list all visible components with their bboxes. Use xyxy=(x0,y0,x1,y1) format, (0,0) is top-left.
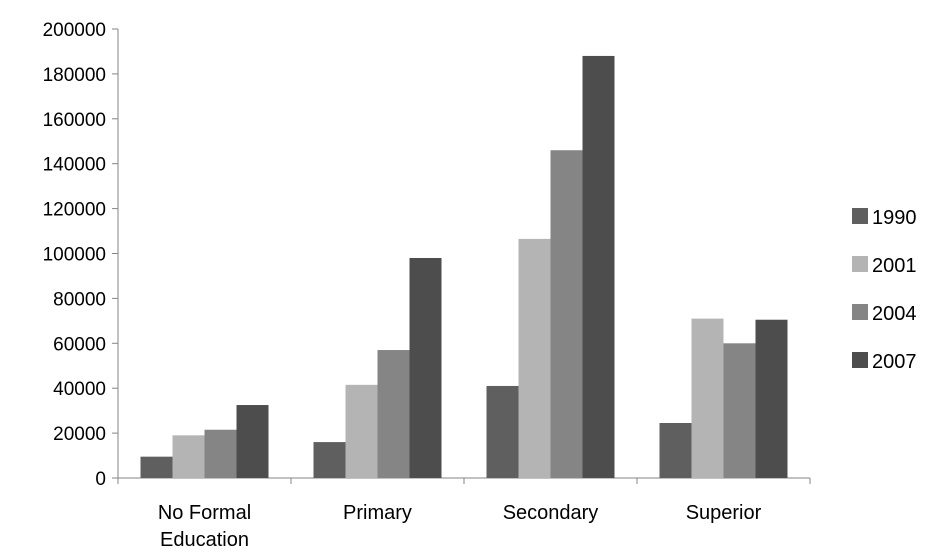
x-category-label: Superior xyxy=(686,502,762,524)
bar-2001-1 xyxy=(345,384,378,478)
bar-2001-0 xyxy=(172,435,205,478)
y-tick-label: 80000 xyxy=(53,289,106,310)
bar-2007-1 xyxy=(409,257,442,478)
legend-swatch-2004 xyxy=(852,304,868,320)
y-tick-label: 180000 xyxy=(43,65,106,86)
y-tick-label: 40000 xyxy=(53,379,106,400)
legend-label-2007: 2007 xyxy=(872,351,917,373)
bars xyxy=(140,55,788,479)
bar-2004-3 xyxy=(723,343,756,478)
legend-label-1990: 1990 xyxy=(872,207,917,229)
y-tick-label: 60000 xyxy=(53,334,106,355)
bar-2004-0 xyxy=(204,429,237,478)
bar-2004-2 xyxy=(550,150,583,479)
y-tick-label: 100000 xyxy=(43,245,106,266)
bar-2001-3 xyxy=(691,318,724,478)
y-tick-label: 140000 xyxy=(43,155,106,176)
y-tick-label: 200000 xyxy=(43,20,106,41)
bar-2001-2 xyxy=(518,238,551,478)
legend-label-2001: 2001 xyxy=(872,255,917,277)
x-category-label: Secondary xyxy=(503,502,599,524)
legend-swatch-2001 xyxy=(852,256,868,272)
legend-swatch-2007 xyxy=(852,352,868,368)
bar-1990-0 xyxy=(140,456,173,478)
bar-1990-1 xyxy=(313,442,346,478)
y-tick-label: 120000 xyxy=(43,200,106,221)
bar-2007-2 xyxy=(582,55,615,478)
bar-2007-0 xyxy=(236,405,269,478)
legend-label-2004: 2004 xyxy=(872,303,917,325)
bar-2007-3 xyxy=(755,319,788,478)
y-tick-label: 0 xyxy=(95,469,106,490)
bar-1990-3 xyxy=(659,422,692,478)
legend: 1990 2001 2004 2007 xyxy=(852,207,917,373)
bar-2004-1 xyxy=(377,350,410,478)
y-tick-label: 160000 xyxy=(43,110,106,131)
y-tick-label: 20000 xyxy=(53,424,106,445)
x-axis-labels: No Formal Education Primary Secondary Superi… xyxy=(158,502,762,551)
x-category-label: No Formal xyxy=(158,502,251,524)
bar-1990-2 xyxy=(486,385,519,478)
y-axis-ticks: 0 20000 40000 60000 80000 100000 120000 140000 1… xyxy=(43,20,118,490)
x-category-label: Education xyxy=(160,529,249,551)
legend-swatch-1990 xyxy=(852,208,868,224)
x-category-label: Primary xyxy=(343,502,412,524)
